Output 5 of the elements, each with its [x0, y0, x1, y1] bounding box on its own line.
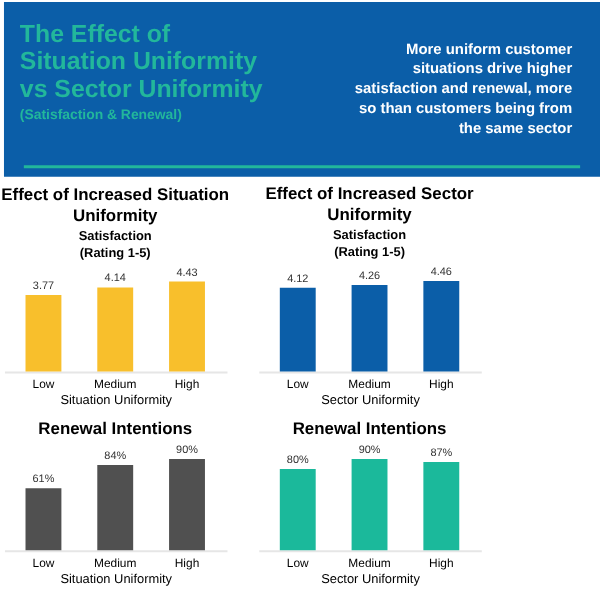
text: The Effect of Situation Uniformity vs Sector Uniformity: [19, 19, 263, 104]
chart-title: Renewal Intentions: [38, 418, 193, 439]
chart-title: Effect of Increased Situation Uniformity: [1, 184, 230, 225]
chart-title: Renewal Intentions: [292, 418, 448, 439]
chart-title: Effect of Increased Sector Uniformity: [265, 183, 476, 225]
